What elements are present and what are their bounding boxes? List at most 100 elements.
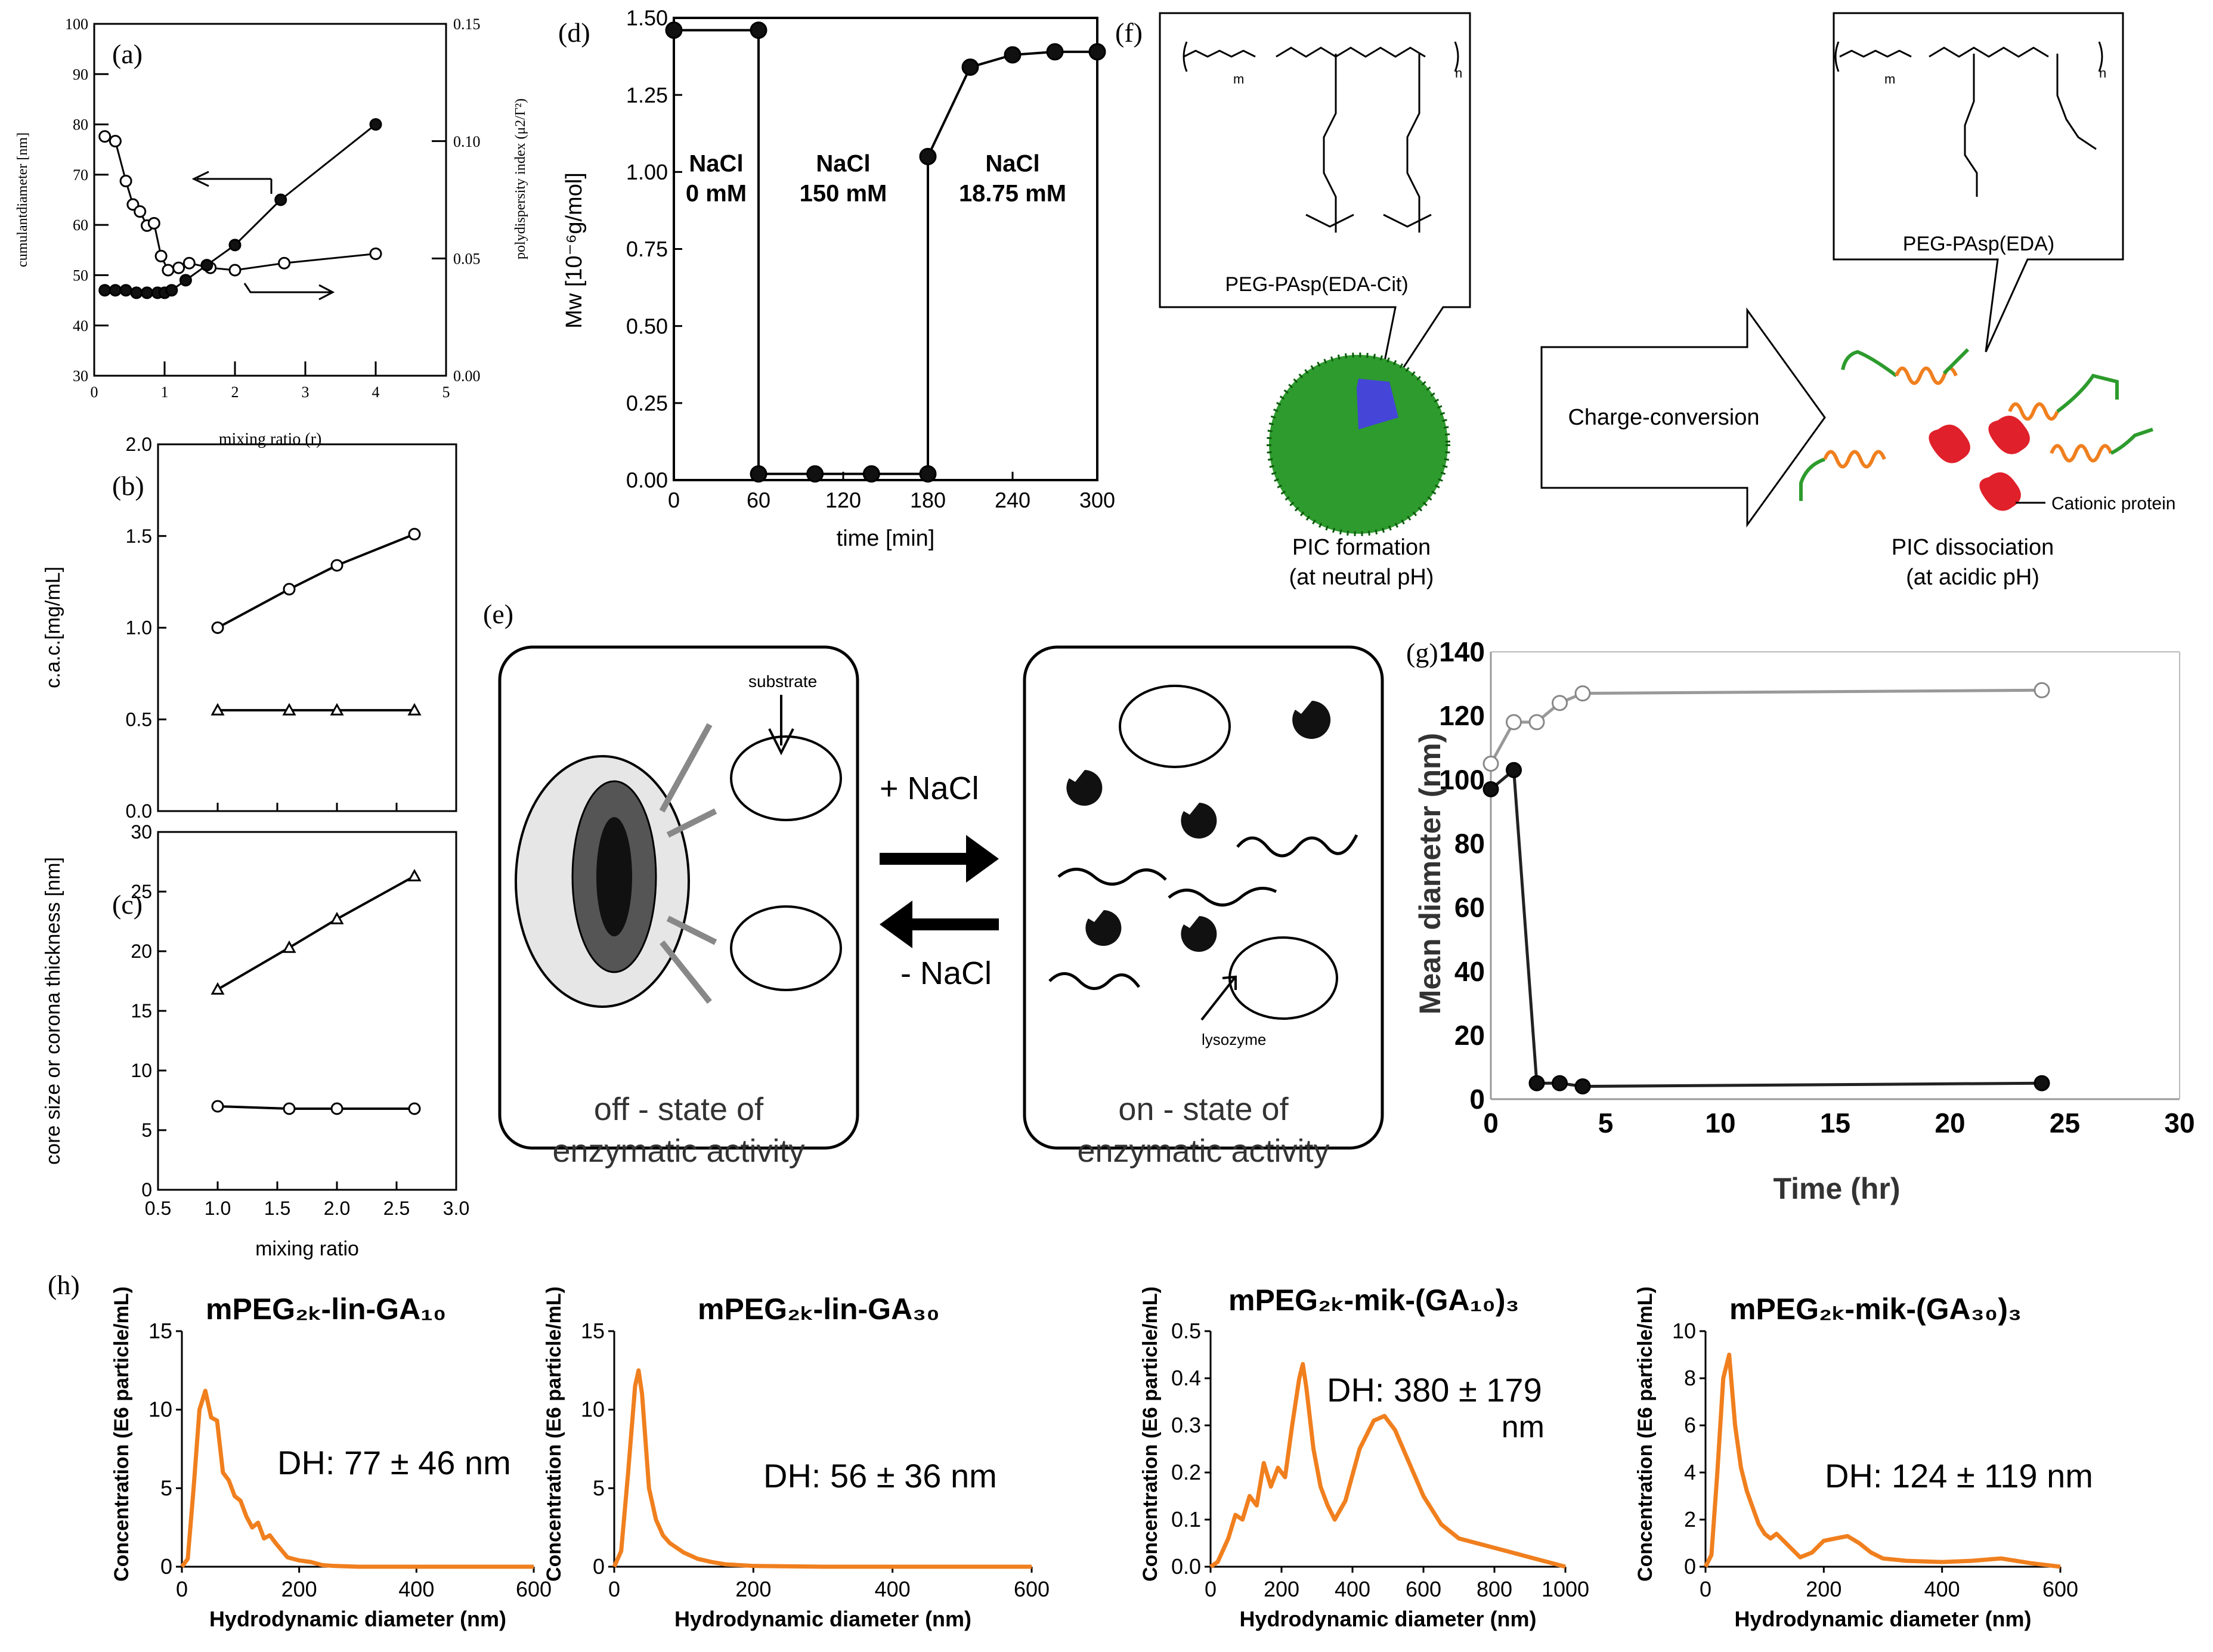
h4-ytick-label-1: 2 (1684, 1507, 1696, 1532)
d-xtick-label-1: 60 (747, 488, 770, 512)
h2-xlabel: Hydrodynamic diameter (nm) (674, 1607, 971, 1631)
a-y2label: polydispersity index (μ2/Γ²) (513, 98, 528, 259)
a-pdi-point-14 (369, 247, 382, 260)
h2-title: mPEG₂ₖ-lin-GA₃₀ (698, 1292, 940, 1326)
h2-xtick-label-1: 200 (735, 1577, 771, 1601)
h1-ylabel: Concentration (E6 particle/mL) (110, 1286, 133, 1582)
c-xtick-label-1: 1.0 (205, 1198, 231, 1219)
off-state-line2: enzymatic activity (552, 1133, 804, 1169)
g-filled-point-4 (1574, 1078, 1591, 1095)
d-xtick-label-5: 300 (1079, 488, 1115, 512)
charge-conversion-label: Charge-conversion (1568, 405, 1759, 430)
d-point-10 (1088, 43, 1106, 61)
chart-d: 0.00 0.25 0.50 0.75 1.00 1.25 1.50 0 60 120 180 240… (562, 6, 1115, 551)
reverse-arrow (880, 901, 999, 948)
d-point-0 (665, 21, 683, 39)
d-ylabel: Mw [10⁻⁶g/mol] (562, 172, 587, 329)
a-y2tick-label-2: 0.10 (453, 133, 481, 150)
d-xtick-label-3: 180 (910, 488, 946, 512)
a-xtick-label-4: 4 (372, 383, 380, 401)
d-xtick-label-2: 120 (825, 488, 861, 512)
h3-xtick-label-0: 0 (1205, 1577, 1217, 1601)
h2-distribution-line (612, 1368, 1032, 1569)
minus-nacl-label: - NaCl (900, 955, 992, 991)
h2-xtick-label-3: 600 (1014, 1577, 1050, 1601)
h2-ytick-label-1: 5 (593, 1475, 605, 1500)
a-ytick-label-1: 40 (73, 317, 88, 335)
a-ytick-label-6: 90 (73, 66, 88, 83)
pic-formation-line2: (at neutral pH) (1289, 565, 1434, 590)
a-arrow-left (191, 171, 271, 187)
c-triangles-point-3 (407, 868, 422, 881)
b-ytick-label-3: 1.5 (126, 525, 152, 547)
d-xtick-label-0: 0 (668, 488, 680, 512)
h3-xtick-label-1: 200 (1264, 1577, 1299, 1601)
d-point-4 (862, 465, 880, 483)
lysozyme-shapes (1066, 701, 1331, 952)
h1-xtick-label-0: 0 (176, 1577, 188, 1601)
off-state-box (498, 645, 859, 1150)
h4-xtick-label-2: 400 (1924, 1577, 1960, 1601)
a-diameter-point-4 (141, 286, 153, 299)
d-point-3 (806, 465, 824, 483)
chart-h4: 0 2 4 6 8 10 0 200 400 600 Hydrodynamic diameter (… (1634, 1286, 2093, 1631)
h4-ytick-label-3: 6 (1684, 1413, 1696, 1437)
g-xlabel: Time (hr) (1774, 1172, 1901, 1205)
b-triangles-point-3 (407, 703, 422, 716)
b-circles-point-1 (283, 583, 296, 596)
h1-ytick-label-2: 10 (148, 1397, 172, 1422)
c-circles-point-3 (408, 1102, 421, 1115)
g-open-point-0 (1482, 756, 1499, 772)
a-ytick-label-4: 70 (73, 166, 88, 184)
a-diameter-point-12 (369, 118, 382, 131)
g-open-point-4 (1574, 685, 1591, 702)
d-point-5 (919, 465, 937, 483)
b-ytick-label-4: 2.0 (126, 434, 152, 455)
a-xtick-label-5: 5 (442, 383, 450, 401)
a-diameter-point-7 (165, 284, 178, 297)
plus-nacl-label: + NaCl (880, 771, 979, 806)
h2-ytick-label-3: 15 (581, 1319, 605, 1343)
a-xtick-label-0: 0 (91, 383, 98, 401)
d-ytick-label-6: 1.50 (626, 6, 668, 30)
h4-title: mPEG₂ₖ-mik-(GA₃₀)₃ (1729, 1292, 2022, 1326)
g-filled-point-2 (1528, 1075, 1545, 1091)
h3-annotation: DH: 380 ± 179 (1327, 1371, 1542, 1409)
c-xtick-label-3: 2.0 (324, 1198, 350, 1219)
g-xtick-label-6: 30 (2164, 1107, 2195, 1139)
d-point-6 (919, 148, 937, 165)
g-filled-point-0 (1482, 781, 1499, 797)
b-ylabel: c.a.c.[mg/mL] (42, 567, 64, 688)
charge-conversion-arrow (1540, 307, 1826, 528)
h3-ytick-label-0: 0.0 (1171, 1554, 1201, 1579)
d-annotation-0-line1: NaCl (689, 151, 743, 177)
g-ytick-label-5: 100 (1439, 764, 1485, 795)
g-filled-point-5 (2034, 1075, 2050, 1091)
g-series-filled-line (1490, 768, 2042, 1088)
b-triangles-point-1 (282, 703, 296, 716)
c-circles-point-0 (211, 1100, 224, 1113)
b-ytick-label-2: 1.0 (126, 617, 152, 639)
d-ytick-label-2: 0.50 (626, 314, 668, 338)
g-xtick-label-2: 10 (1705, 1107, 1735, 1139)
on-state-box (1023, 645, 1384, 1150)
d-frame (673, 17, 1098, 481)
pic-dissociation-line1: PIC dissociation (1892, 535, 2054, 560)
a-pdi-point-10 (182, 256, 196, 270)
d-annotation-1-line1: NaCl (816, 151, 870, 177)
h3-ytick-label-4: 0.4 (1171, 1366, 1201, 1390)
b-triangles-point-2 (330, 703, 344, 716)
chart-h3: 0.0 0.1 0.2 0.3 0.4 0.5 0 200 400 600 800 1000Hydro… (1139, 1283, 1589, 1631)
g-xtick-label-1: 5 (1598, 1107, 1614, 1139)
g-xtick-label-0: 0 (1483, 1107, 1499, 1139)
d-point-7 (961, 58, 979, 76)
a-y2tick-label-0: 0.00 (453, 367, 481, 385)
a-ytick-label-5: 80 (73, 116, 88, 134)
a-pdi-point-9 (172, 261, 185, 274)
g-open-point-1 (1506, 714, 1522, 731)
a-ytick-label-3: 60 (73, 216, 88, 234)
g-series-open-line (1489, 688, 2042, 765)
d-xlabel: time [min] (837, 526, 935, 551)
h1-distribution-line (180, 1388, 534, 1569)
c-series-triangles-line (216, 875, 415, 991)
